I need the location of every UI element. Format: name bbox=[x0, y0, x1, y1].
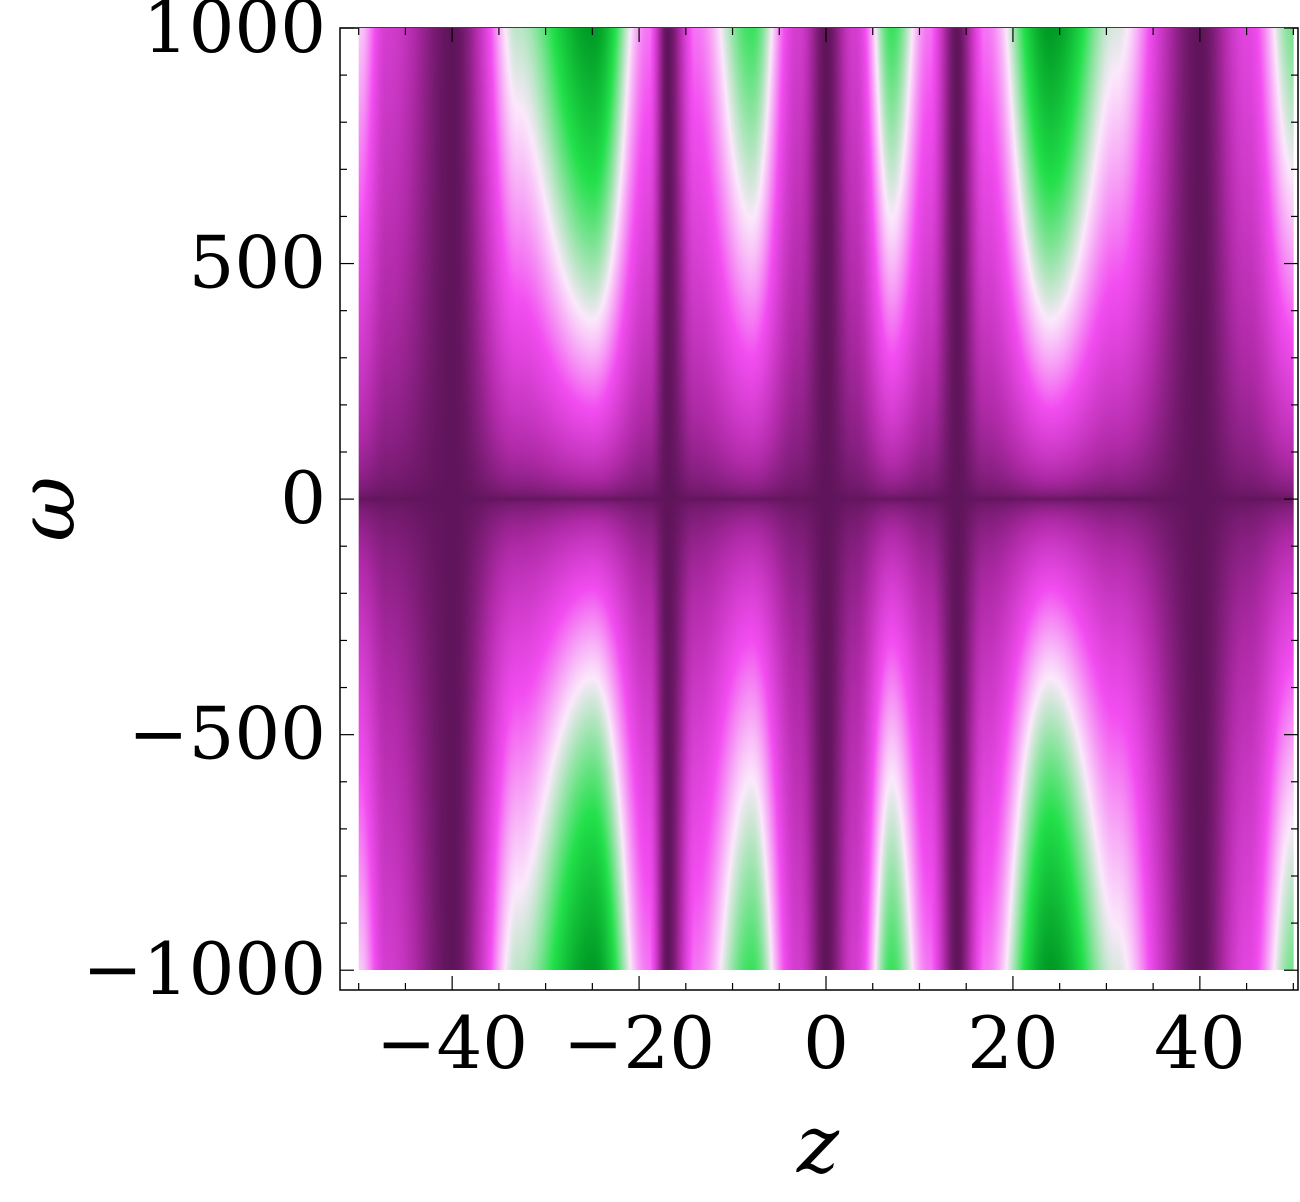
y-tick-label: 500 bbox=[189, 221, 326, 305]
x-tick-label: 0 bbox=[803, 1001, 849, 1085]
y-axis-label: ω bbox=[0, 476, 93, 541]
x-tick-label: −40 bbox=[376, 1001, 528, 1085]
x-axis-label: z bbox=[796, 1098, 840, 1191]
y-tick-label: 0 bbox=[280, 456, 326, 540]
heatmap-image bbox=[358, 28, 1294, 970]
y-ticks bbox=[340, 27, 1298, 971]
x-tick-label: 40 bbox=[1154, 1001, 1246, 1085]
x-tick-label: 20 bbox=[967, 1001, 1059, 1085]
y-tick-label: −500 bbox=[128, 692, 326, 776]
y-tick-label: −1000 bbox=[82, 927, 326, 1011]
y-tick-label: 1000 bbox=[143, 0, 326, 69]
x-tick-labels: −40 −20 0 20 40 bbox=[376, 1001, 1245, 1085]
x-tick-label: −20 bbox=[563, 1001, 715, 1085]
x-ticks bbox=[358, 28, 1294, 990]
y-tick-labels: 1000 500 0 −500 −1000 bbox=[82, 0, 326, 1011]
